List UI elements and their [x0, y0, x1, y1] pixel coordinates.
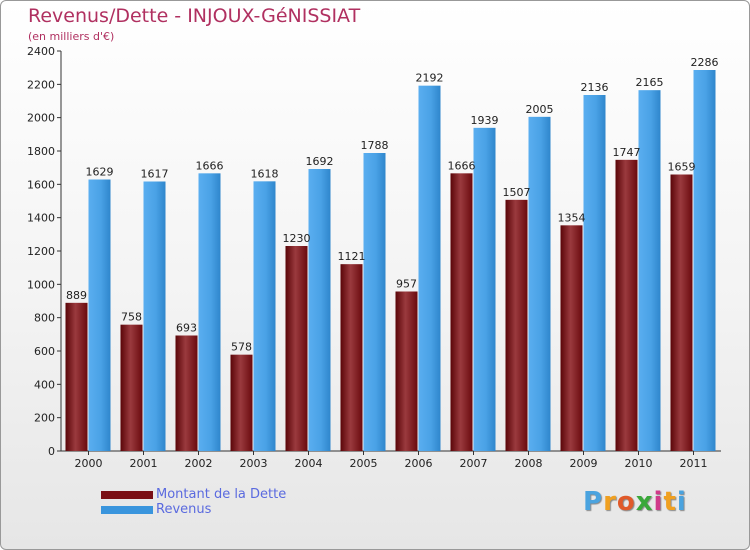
value-label-debt: 578	[231, 341, 252, 354]
bar-revenue	[418, 85, 441, 452]
x-tick-label: 2003	[240, 457, 268, 470]
logo-letter: t	[663, 487, 677, 517]
x-tick-label: 2007	[460, 457, 488, 470]
x-tick-label: 2000	[75, 457, 103, 470]
bar-debt	[175, 335, 198, 451]
value-label-revenue: 1939	[471, 114, 499, 127]
value-label-revenue: 2136	[581, 81, 609, 94]
value-label-revenue: 2286	[691, 56, 719, 69]
y-tick-label: 800	[34, 312, 55, 325]
value-label-debt: 1354	[558, 211, 586, 224]
x-tick-label: 2005	[350, 457, 378, 470]
value-label-debt: 693	[176, 322, 197, 335]
bar-debt	[340, 264, 363, 451]
chart-title: Revenus/Dette - INJOUX-GéNISSIAT	[28, 5, 361, 27]
y-tick-label: 1600	[27, 178, 55, 191]
bar-revenue	[363, 153, 386, 451]
bar-revenue	[308, 169, 331, 451]
logo-letter: x	[635, 487, 654, 517]
bar-revenue	[143, 181, 166, 451]
x-tick-label: 2011	[680, 457, 708, 470]
bar-debt	[670, 174, 693, 451]
bar-debt	[450, 173, 473, 452]
value-label-debt: 1121	[338, 250, 366, 263]
value-label-revenue: 1617	[141, 168, 169, 181]
value-label-debt: 1659	[668, 161, 696, 174]
logo-letter: o	[616, 487, 636, 517]
legend-swatch-debt	[101, 491, 153, 499]
value-label-revenue: 1666	[196, 159, 224, 172]
x-tick-label: 2006	[405, 457, 433, 470]
value-label-debt: 1747	[613, 146, 641, 159]
value-label-revenue: 1692	[306, 155, 334, 168]
value-label-debt: 1507	[503, 186, 531, 199]
bar-debt	[505, 199, 528, 451]
bar-debt	[560, 225, 583, 451]
bar-revenue	[473, 127, 496, 451]
value-label-debt: 758	[121, 311, 142, 324]
x-tick-label: 2009	[570, 457, 598, 470]
y-tick-label: 2400	[27, 45, 55, 58]
value-label-debt: 957	[396, 278, 417, 291]
bar-revenue	[198, 173, 221, 452]
proxiti-logo: Proxiti	[583, 487, 687, 517]
bar-debt	[395, 291, 418, 451]
value-label-revenue: 2005	[526, 103, 554, 116]
bar-debt	[230, 354, 253, 451]
bar-revenue	[693, 70, 716, 451]
y-tick-label: 2000	[27, 112, 55, 125]
y-tick-label: 2200	[27, 78, 55, 91]
value-label-revenue: 1629	[86, 166, 114, 179]
y-tick-label: 200	[34, 412, 55, 425]
legend-label-revenue: Revenus	[156, 502, 212, 517]
chart-subtitle: (en milliers d'€)	[28, 30, 115, 43]
legend-label-debt: Montant de la Dette	[156, 487, 287, 502]
value-label-revenue: 1618	[251, 167, 279, 180]
value-label-debt: 1666	[448, 159, 476, 172]
logo-letter: P	[583, 487, 604, 517]
bar-revenue	[583, 95, 606, 451]
x-tick-label: 2010	[625, 457, 653, 470]
bar-debt	[615, 159, 638, 452]
y-tick-label: 1200	[27, 245, 55, 258]
y-tick-label: 1400	[27, 212, 55, 225]
x-tick-label: 2004	[295, 457, 323, 470]
value-label-debt: 1230	[283, 232, 311, 245]
value-label-revenue: 2192	[416, 72, 444, 85]
y-tick-label: 400	[34, 378, 55, 391]
bar-revenue	[638, 90, 661, 452]
y-tick-label: 1000	[27, 278, 55, 291]
bar-revenue	[253, 181, 276, 452]
bar-debt	[65, 302, 88, 451]
value-label-debt: 889	[66, 289, 87, 302]
bar-revenue	[528, 116, 551, 451]
logo-letter: r	[603, 487, 617, 517]
x-tick-label: 2002	[185, 457, 213, 470]
value-label-revenue: 2165	[636, 76, 664, 89]
bar-debt	[120, 324, 143, 451]
y-tick-label: 0	[48, 445, 55, 458]
y-tick-label: 600	[34, 345, 55, 358]
value-label-revenue: 1788	[361, 139, 389, 152]
x-tick-label: 2001	[130, 457, 158, 470]
bar-debt	[285, 246, 308, 451]
x-tick-label: 2008	[515, 457, 543, 470]
logo-letter: i	[676, 487, 687, 517]
bar-revenue	[88, 179, 111, 451]
legend-swatch-revenue	[101, 506, 153, 514]
y-tick-label: 1800	[27, 145, 55, 158]
logo-letter: i	[653, 487, 664, 517]
